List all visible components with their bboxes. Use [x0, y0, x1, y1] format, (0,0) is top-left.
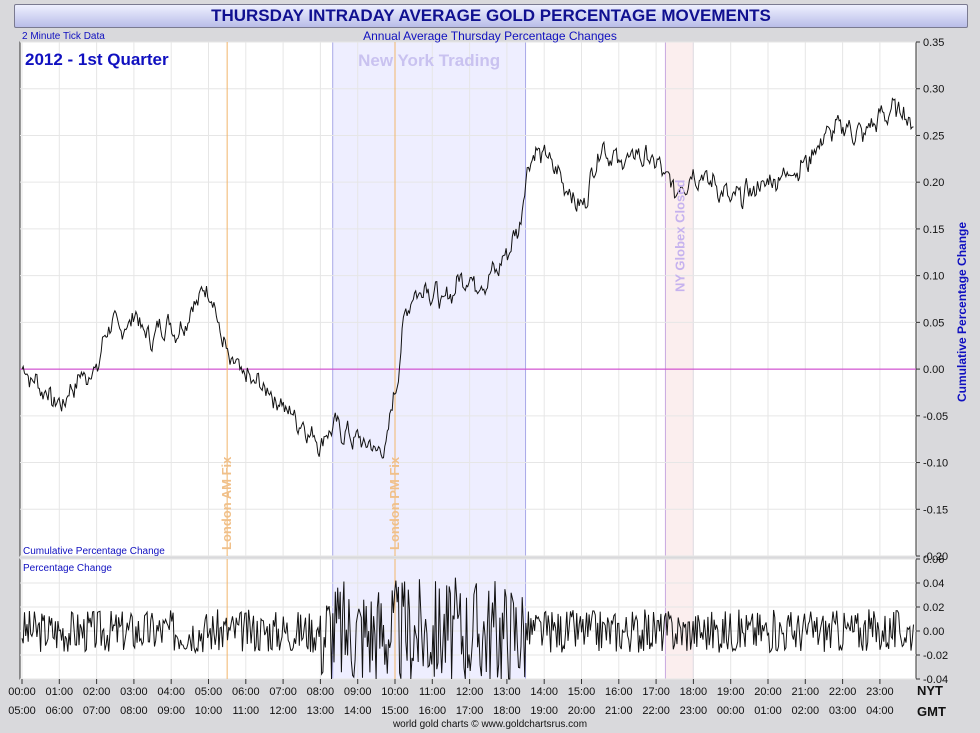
- x-tick-label-gmt: 10:00: [195, 705, 223, 717]
- y-axis-title: Cumulative Percentage Change: [955, 222, 969, 402]
- x-tick-label-nyt: 01:00: [46, 686, 74, 698]
- x-tick-label-gmt: 04:00: [866, 705, 894, 717]
- x-tick-label-nyt: 00:00: [8, 686, 36, 698]
- y-tick-label: -0.05: [923, 411, 948, 423]
- y-tick-label: -0.10: [923, 458, 948, 470]
- x-tick-label-gmt: 14:00: [344, 705, 372, 717]
- x-tick-label-nyt: 11:00: [419, 686, 446, 698]
- y-tick-label: -0.20: [923, 551, 948, 563]
- x-tick-label-nyt: 15:00: [568, 686, 596, 698]
- x-tick-label-nyt: 17:00: [642, 686, 670, 698]
- x-tick-label-nyt: 12:00: [456, 686, 484, 698]
- x-tick-label-gmt: 03:00: [829, 705, 857, 717]
- y-tick-label: 0.25: [923, 130, 944, 142]
- y-tick-label-lower: 0.04: [923, 578, 944, 590]
- x-tick-label-gmt: 21:00: [605, 705, 633, 717]
- x-tick-label-gmt: 13:00: [307, 705, 335, 717]
- percentage-change-line: [21, 577, 914, 680]
- y-tick-label: 0.05: [923, 317, 944, 329]
- chart-title: THURSDAY INTRADAY AVERAGE GOLD PERCENTAG…: [14, 4, 968, 28]
- x-tick-label-nyt: 21:00: [792, 686, 820, 698]
- gmt-label: GMT: [917, 704, 946, 719]
- x-tick-label-nyt: 06:00: [232, 686, 260, 698]
- london-pm-fix-label: London PM Fix: [387, 456, 402, 550]
- lower-panel-label: Percentage Change: [23, 563, 112, 574]
- x-tick-label-gmt: 08:00: [120, 705, 148, 717]
- x-tick-label-nyt: 04:00: [157, 686, 185, 698]
- x-tick-label-gmt: 19:00: [530, 705, 558, 717]
- cumulative-change-line: [21, 97, 914, 459]
- y-tick-label: 0.35: [923, 37, 944, 49]
- x-tick-label-nyt: 18:00: [680, 686, 708, 698]
- x-tick-label-gmt: 15:00: [381, 705, 409, 717]
- x-tick-label-nyt: 05:00: [195, 686, 223, 698]
- x-tick-label-nyt: 07:00: [269, 686, 297, 698]
- x-tick-label-nyt: 08:00: [307, 686, 335, 698]
- x-tick-label-gmt: 11:00: [232, 705, 259, 717]
- y-tick-label-lower: 0.00: [923, 626, 944, 638]
- ny-trading-label: New York Trading: [358, 51, 500, 70]
- x-tick-label-gmt: 22:00: [642, 705, 670, 717]
- x-tick-label-gmt: 18:00: [493, 705, 521, 717]
- y-tick-label-lower: -0.04: [923, 674, 948, 686]
- x-tick-label-gmt: 05:00: [8, 705, 36, 717]
- upper-panel-label: Cumulative Percentage Change: [23, 546, 165, 557]
- x-tick-label-gmt: 01:00: [754, 705, 782, 717]
- x-tick-label-gmt: 07:00: [83, 705, 111, 717]
- x-tick-label-nyt: 10:00: [381, 686, 409, 698]
- x-tick-label-nyt: 19:00: [717, 686, 745, 698]
- x-tick-label-nyt: 03:00: [120, 686, 148, 698]
- y-tick-label-lower: 0.06: [923, 554, 944, 566]
- x-tick-label-gmt: 16:00: [419, 705, 447, 717]
- nyt-label: NYT: [917, 683, 943, 698]
- y-tick-label: 0.10: [923, 271, 944, 283]
- london-am-fix-label: London AM Fix: [219, 456, 234, 550]
- x-tick-label-nyt: 23:00: [866, 686, 894, 698]
- x-tick-label-nyt: 16:00: [605, 686, 633, 698]
- tick-data-note: 2 Minute Tick Data: [22, 31, 105, 42]
- x-tick-label-nyt: 22:00: [829, 686, 857, 698]
- y-tick-label: 0.20: [923, 177, 944, 189]
- x-tick-label-gmt: 17:00: [456, 705, 484, 717]
- x-tick-label-nyt: 13:00: [493, 686, 521, 698]
- y-tick-label: 0.00: [923, 364, 944, 376]
- period-label: 2012 - 1st Quarter: [25, 50, 169, 69]
- y-tick-label-lower: -0.02: [923, 650, 948, 662]
- x-tick-label-gmt: 20:00: [568, 705, 596, 717]
- x-tick-label-gmt: 02:00: [792, 705, 820, 717]
- globex-closed-band: [664, 41, 694, 557]
- y-tick-label: 0.15: [923, 224, 944, 236]
- x-tick-label-gmt: 09:00: [157, 705, 185, 717]
- globex-closed-band-lower: [664, 558, 694, 680]
- globex-closed-label: NY Globex Closed: [672, 179, 687, 292]
- x-tick-label-nyt: 02:00: [83, 686, 111, 698]
- x-tick-label-gmt: 12:00: [269, 705, 297, 717]
- x-tick-label-gmt: 06:00: [46, 705, 74, 717]
- y-tick-label-lower: 0.02: [923, 602, 944, 614]
- y-tick-label: 0.30: [923, 84, 944, 96]
- x-tick-label-nyt: 20:00: [754, 686, 782, 698]
- x-tick-label-gmt: 00:00: [717, 705, 745, 717]
- y-tick-label: -0.15: [923, 504, 948, 516]
- x-tick-label-nyt: 14:00: [530, 686, 558, 698]
- credit-text: world gold charts © www.goldchartsrus.co…: [392, 719, 587, 730]
- chart-subtitle: Annual Average Thursday Percentage Chang…: [363, 29, 617, 43]
- x-tick-label-nyt: 09:00: [344, 686, 372, 698]
- x-tick-label-gmt: 23:00: [680, 705, 708, 717]
